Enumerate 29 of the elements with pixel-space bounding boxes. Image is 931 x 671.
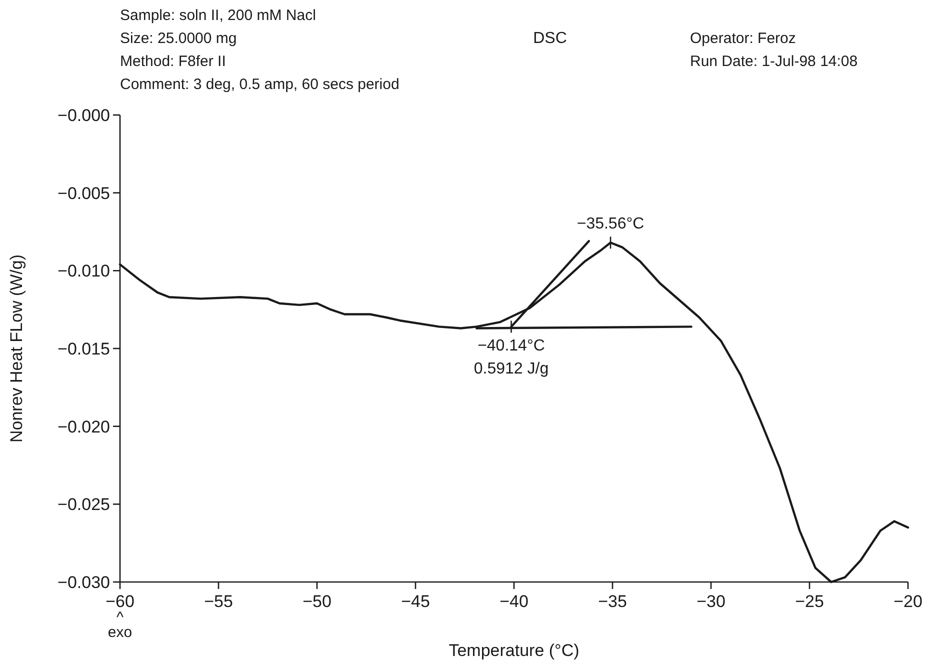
y-tick-label: −0.015 [58, 340, 110, 358]
x-tick-label: −30 [696, 592, 726, 611]
x-tick-label: −45 [401, 592, 430, 611]
y-tick-label: −0.005 [58, 184, 110, 203]
text: Size: 25.0000 mg [120, 30, 237, 47]
y-tick-label: −0.020 [58, 417, 110, 436]
x-axis-title: Temperature (°C) [448, 641, 580, 660]
x-tick-label: −25 [795, 592, 824, 611]
annotation: −40.14°C [478, 338, 545, 355]
y-tick-label: −0.000 [58, 106, 110, 125]
text: Run Date: 1-Jul-98 14:08 [690, 53, 858, 70]
y-tick-label: −0.025 [58, 495, 110, 514]
text: Operator: Feroz [690, 30, 796, 47]
x-tick-label: −50 [302, 592, 332, 611]
chart-title: DSC [533, 30, 567, 47]
x-tick-label: −35 [598, 592, 627, 611]
x-tick-label: −55 [204, 592, 233, 611]
y-axis-title: Nonrev Heat FLow (W/g) [7, 254, 26, 442]
text: Method: F8fer II [120, 53, 226, 70]
x-tick-label: −40 [500, 592, 528, 611]
text: ^ exo [108, 609, 132, 641]
x-tick-label: −20 [894, 592, 922, 611]
text: Sample: soln II, 200 mM Nacl [120, 7, 316, 24]
y-tick-label: −0.030 [58, 573, 110, 592]
y-tick-label: −0.010 [58, 262, 110, 281]
x-tick-label: −60 [106, 592, 134, 611]
text: Comment: 3 deg, 0.5 amp, 60 secs period [120, 76, 400, 93]
annotation: −35.56°C [576, 216, 644, 233]
annotation: 0.5912 J/g [474, 360, 549, 378]
